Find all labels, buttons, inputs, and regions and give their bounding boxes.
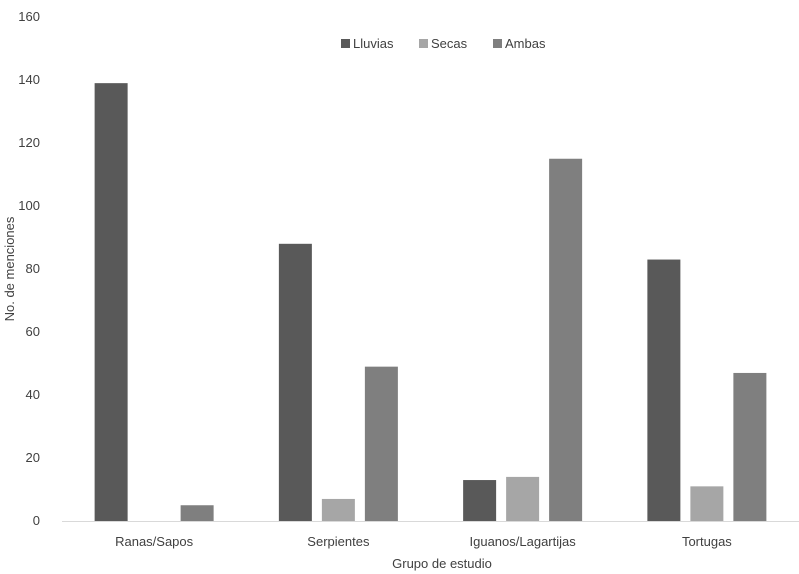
bar-ambas-4 <box>733 372 767 521</box>
x-tick-label: Ranas/Sapos <box>115 534 194 549</box>
x-tick-label: Tortugas <box>682 534 732 549</box>
bar-lluvias-1 <box>94 83 128 522</box>
bar-ambas-2 <box>364 366 398 521</box>
y-axis-title: No. de menciones <box>2 216 17 321</box>
y-tick-label: 160 <box>18 9 40 24</box>
legend-swatch-lluvias <box>341 39 350 48</box>
bar-lluvias-2 <box>278 243 312 522</box>
y-tick-label: 120 <box>18 135 40 150</box>
y-axis-ticks: 0 20 40 60 80 100 120 140 160 <box>18 9 40 528</box>
legend: Lluvias Secas Ambas <box>341 36 546 51</box>
legend-swatch-ambas <box>493 39 502 48</box>
x-tick-label: Iguanos/Lagartijas <box>470 534 577 549</box>
y-tick-label: 20 <box>26 450 40 465</box>
y-tick-label: 40 <box>26 387 40 402</box>
bars <box>94 83 767 522</box>
bar-ambas-1 <box>180 505 214 521</box>
y-tick-label: 0 <box>33 513 40 528</box>
y-tick-label: 100 <box>18 198 40 213</box>
bar-ambas-3 <box>549 158 583 521</box>
legend-swatch-secas <box>419 39 428 48</box>
legend-label-lluvias: Lluvias <box>353 36 394 51</box>
bar-lluvias-3 <box>463 480 497 521</box>
bar-lluvias-4 <box>647 259 681 521</box>
x-axis-ticks: Ranas/Sapos Serpientes Iguanos/Lagartijas T… <box>115 534 732 549</box>
y-tick-label: 60 <box>26 324 40 339</box>
bar-secas-4 <box>690 486 724 521</box>
bar-secas-3 <box>506 476 540 521</box>
legend-label-secas: Secas <box>431 36 468 51</box>
legend-label-ambas: Ambas <box>505 36 546 51</box>
x-axis-title: Grupo de estudio <box>392 556 492 571</box>
x-tick-label: Serpientes <box>307 534 370 549</box>
bar-secas-2 <box>321 498 355 521</box>
y-tick-label: 80 <box>26 261 40 276</box>
y-tick-label: 140 <box>18 72 40 87</box>
